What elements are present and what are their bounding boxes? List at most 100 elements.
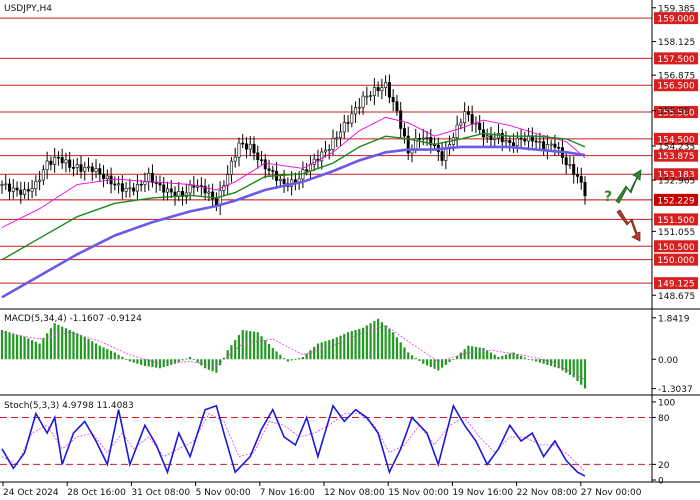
macd-bar xyxy=(531,359,534,361)
time-tick-label: 27 Nov 00:00 xyxy=(581,488,642,498)
price-candles xyxy=(0,74,587,216)
macd-bar xyxy=(94,343,98,360)
macd-bar xyxy=(572,359,575,378)
level-label: 150.500 xyxy=(657,243,694,253)
level-tag xyxy=(654,106,698,119)
candle-body xyxy=(8,183,12,192)
candle-body xyxy=(418,138,422,140)
macd-bar xyxy=(192,359,195,361)
macd-bar xyxy=(185,358,188,360)
macd-bar xyxy=(252,331,256,360)
macd-bar xyxy=(260,336,263,360)
candle-body xyxy=(11,187,15,192)
candle-body xyxy=(575,174,579,177)
macd-bar xyxy=(546,359,549,365)
time-tick-label: 15 Nov 00:00 xyxy=(388,488,449,498)
macd-bar xyxy=(388,328,391,360)
macd-bar xyxy=(117,354,120,360)
candle-body xyxy=(26,189,30,192)
macd-bar xyxy=(30,340,34,360)
candle-body xyxy=(538,141,542,143)
macd-bar xyxy=(143,359,147,366)
candle-body xyxy=(256,152,260,161)
candle-body xyxy=(229,160,233,175)
macd-bar xyxy=(380,322,383,360)
candle-body xyxy=(147,172,151,183)
macd-bar xyxy=(331,339,335,360)
macd-bar xyxy=(72,331,75,360)
candle-body xyxy=(150,172,154,183)
macd-bar xyxy=(64,328,68,360)
candle-body xyxy=(34,181,38,189)
macd-bar xyxy=(471,346,474,360)
candle-body xyxy=(534,140,538,143)
candle-body xyxy=(64,159,68,164)
candle-body xyxy=(233,156,237,162)
macd-bar xyxy=(132,359,135,363)
macd-bar xyxy=(448,359,451,363)
candle-body xyxy=(102,173,106,179)
candle-body xyxy=(372,87,376,96)
price-tick-label: 159.385 xyxy=(658,4,695,14)
macd-bar xyxy=(34,341,37,360)
macd-bar xyxy=(109,350,113,360)
macd-bar xyxy=(478,347,481,360)
candle-body xyxy=(128,187,132,190)
level-label: 157.500 xyxy=(657,55,694,65)
macd-bar xyxy=(474,346,478,360)
candle-body xyxy=(263,159,267,170)
candle-body xyxy=(361,95,365,108)
candle-body xyxy=(557,146,561,149)
macd-bar xyxy=(324,341,327,360)
candle-body xyxy=(248,143,252,150)
macd-signal-line xyxy=(1,325,586,380)
candle-body xyxy=(500,132,504,143)
stochastic-levels xyxy=(0,417,652,465)
candle-body xyxy=(342,122,346,133)
price-tick-label: 155.55 xyxy=(658,107,690,117)
macd-bar xyxy=(557,359,560,369)
macd-bar xyxy=(290,359,293,361)
macd-bar xyxy=(459,352,462,360)
macd-bar xyxy=(346,332,350,360)
candle-body xyxy=(79,164,83,172)
candle-body xyxy=(583,181,587,197)
macd-bar xyxy=(301,357,305,360)
macd-bar xyxy=(230,345,233,360)
macd-bar xyxy=(482,348,485,360)
macd-bar xyxy=(42,338,45,360)
candle-body xyxy=(135,184,139,192)
stochastic-panel: 100 80 20 0 Stoch(5,3,3) 4.9798 11.4083 xyxy=(0,398,675,487)
candle-body xyxy=(41,169,45,181)
candle-body xyxy=(49,160,53,165)
macd-bar xyxy=(15,334,19,360)
level-tag xyxy=(654,277,698,290)
candle-body xyxy=(120,183,124,192)
candle-body xyxy=(346,122,350,124)
macd-bar xyxy=(343,333,346,360)
macd-tick-label: 0.00 xyxy=(658,356,678,366)
level-tag xyxy=(654,149,698,162)
price-tick-label: 154.235 xyxy=(658,143,695,153)
candle-body xyxy=(549,143,553,146)
macd-bar xyxy=(535,359,538,362)
level-tag xyxy=(654,79,698,92)
macd-bar xyxy=(410,355,414,360)
candle-body xyxy=(45,160,49,170)
macd-bar xyxy=(377,318,380,360)
macd-bar xyxy=(279,354,282,360)
level-label: 156.500 xyxy=(657,82,694,92)
macd-bar xyxy=(407,352,410,360)
macd-bar xyxy=(282,358,286,360)
candle-body xyxy=(463,111,467,124)
macd-bar xyxy=(328,340,331,360)
candle-body xyxy=(267,168,271,171)
price-tick-label: 151.055 xyxy=(658,228,695,238)
candle-body xyxy=(244,143,248,150)
macd-bar xyxy=(267,344,271,360)
candle-body xyxy=(53,156,57,165)
macd-bar xyxy=(463,349,466,360)
candle-body xyxy=(395,101,399,112)
candle-body xyxy=(357,106,361,109)
candle-body xyxy=(117,183,121,186)
